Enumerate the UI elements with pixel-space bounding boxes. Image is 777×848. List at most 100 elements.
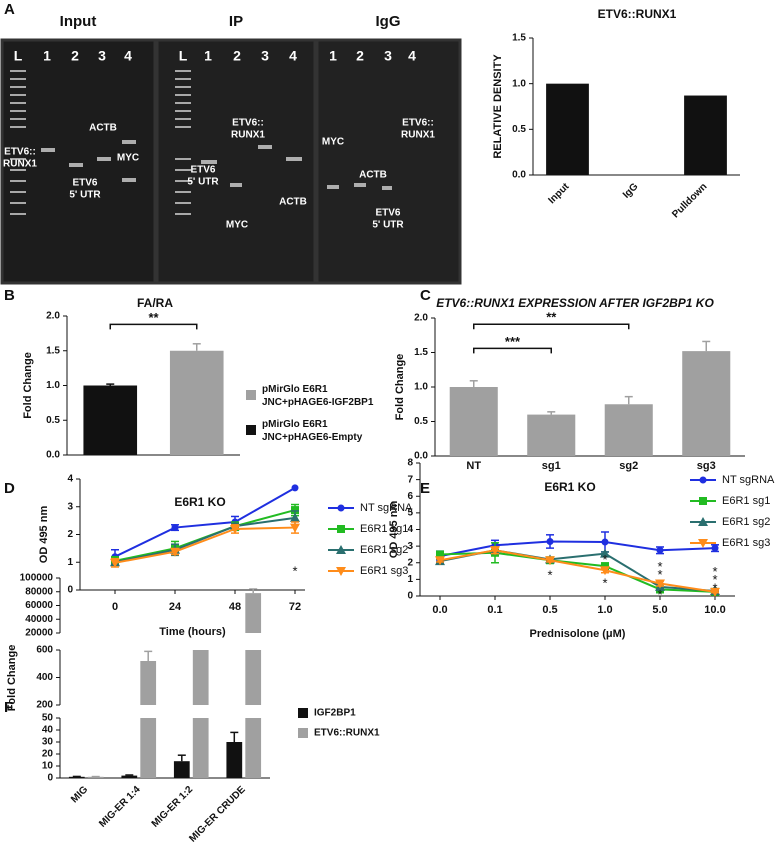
annotation: * xyxy=(657,559,662,574)
bar xyxy=(173,761,190,778)
marker xyxy=(600,566,610,576)
marker xyxy=(171,524,179,532)
y-tick-label: 3 xyxy=(407,541,413,552)
ladder-band xyxy=(10,86,26,88)
lane-label: 4 xyxy=(408,48,416,64)
band-label: MYC xyxy=(322,137,344,148)
series-line xyxy=(114,516,296,564)
bar xyxy=(140,661,157,705)
ladder-band xyxy=(175,86,191,88)
band-label: MYC xyxy=(226,220,248,231)
bar xyxy=(121,775,138,778)
legend-label: E6R1 sg3 xyxy=(360,565,408,577)
marker xyxy=(435,556,445,566)
marker xyxy=(699,497,707,505)
panel-label: D xyxy=(4,480,15,497)
bar xyxy=(192,718,209,778)
annotation: * xyxy=(547,568,552,583)
bar xyxy=(87,776,104,778)
gel-band xyxy=(382,186,392,190)
y-tick-label: 2 xyxy=(67,529,73,540)
lane-label: 1 xyxy=(43,48,51,64)
panel-label: C xyxy=(420,287,431,304)
significance-label: *** xyxy=(505,334,521,349)
annotation: * xyxy=(712,580,717,595)
marker xyxy=(711,544,719,552)
band-label: MYC xyxy=(117,153,139,164)
y-tick-label: 40000 xyxy=(25,614,53,625)
marker xyxy=(655,579,665,589)
lane-label: 3 xyxy=(98,48,106,64)
marker xyxy=(698,539,708,548)
band-label: 5' UTR xyxy=(372,220,404,231)
bar xyxy=(245,650,262,705)
x-tick-label: sg3 xyxy=(697,460,716,472)
bar xyxy=(449,387,498,456)
chart-title: ETV6::RUNX1 xyxy=(598,7,677,21)
y-tick-label: 1.5 xyxy=(512,33,526,44)
y-axis-label: OD 495 nm xyxy=(388,501,400,559)
ladder-band xyxy=(175,213,191,215)
legend-swatch xyxy=(246,425,256,435)
y-tick-label: 600 xyxy=(36,645,53,656)
lane-label: 2 xyxy=(71,48,79,64)
annotation: * xyxy=(712,564,717,579)
legend-label: E6R1 sg2 xyxy=(360,544,408,556)
ladder-band xyxy=(175,70,191,72)
band-label: ACTB xyxy=(89,123,117,134)
x-tick-label: sg2 xyxy=(619,460,638,472)
gel-igg xyxy=(315,38,462,285)
lane-label: L xyxy=(14,48,23,64)
annotation: * xyxy=(602,552,607,567)
bar xyxy=(527,414,576,456)
x-tick-label: Input xyxy=(546,181,572,207)
y-tick-label: 20000 xyxy=(25,628,53,639)
band-label: ETV6 xyxy=(375,208,400,219)
gel-band xyxy=(122,178,136,182)
gel-band xyxy=(286,157,302,161)
gel-band xyxy=(41,148,55,152)
significance-bracket xyxy=(109,323,198,330)
annotation: * xyxy=(657,567,662,582)
legend-label: E6R1 sg1 xyxy=(360,523,408,535)
bar xyxy=(226,742,243,778)
bar xyxy=(604,404,653,456)
gel-title: IP xyxy=(229,13,243,30)
band-label: ETV6 xyxy=(190,165,215,176)
lane-label: 1 xyxy=(329,48,337,64)
ladder-band xyxy=(10,118,26,120)
band-label: ACTB xyxy=(359,170,387,181)
ladder-band xyxy=(175,94,191,96)
ladder-band xyxy=(10,70,26,72)
y-tick-label: 1.0 xyxy=(512,78,526,89)
y-axis-label: RELATIVE DENSITY xyxy=(492,54,504,159)
gel-band xyxy=(69,163,83,167)
ladder-band xyxy=(10,158,26,160)
y-tick-label: 0.5 xyxy=(46,415,60,426)
gel-band xyxy=(354,183,366,187)
x-axis-label: Prednisolone (μM) xyxy=(530,628,626,640)
marker xyxy=(545,556,555,566)
ladder-band xyxy=(10,169,26,171)
significance-label: ** xyxy=(546,310,557,325)
y-tick-label: 1 xyxy=(407,574,413,585)
x-tick-label: 72 xyxy=(289,601,301,613)
band-label: ETV6 xyxy=(72,178,97,189)
marker xyxy=(710,587,720,597)
x-tick-label: Pulldown xyxy=(670,181,709,220)
ladder-band xyxy=(175,102,191,104)
marker xyxy=(291,506,299,515)
band-label: 5' UTR xyxy=(187,177,219,188)
chart-title: E6R1 KO xyxy=(174,495,225,509)
lane-label: L xyxy=(179,48,188,64)
x-tick-label: sg1 xyxy=(542,460,561,472)
marker xyxy=(290,523,300,533)
marker xyxy=(436,550,444,559)
marker xyxy=(601,562,609,571)
y-tick-label: 40 xyxy=(42,725,54,736)
legend-label: E6R1 sg1 xyxy=(722,495,770,507)
band-label: 5' UTR xyxy=(69,190,101,201)
marker xyxy=(336,567,346,576)
marker xyxy=(546,537,554,545)
marker xyxy=(337,504,345,512)
